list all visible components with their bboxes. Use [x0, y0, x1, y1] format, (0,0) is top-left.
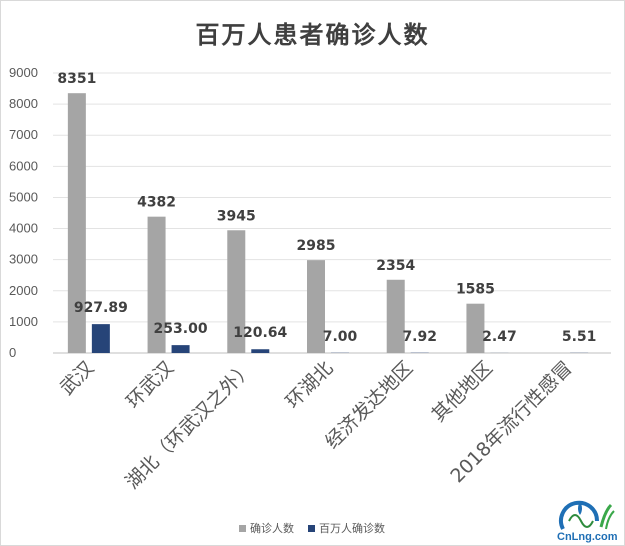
legend-label-per-million: 百万人确诊数: [319, 522, 385, 535]
bar-confirmed: [67, 93, 86, 354]
bar-confirmed: [147, 216, 166, 353]
data-label-confirmed: 2985: [297, 238, 336, 254]
cnlng-logo: CnLng.com: [557, 500, 618, 543]
y-tick-label: 3000: [9, 252, 38, 267]
data-label-per-million: 2.47: [482, 329, 517, 345]
data-label-confirmed: 8351: [57, 71, 96, 87]
legend-label-confirmed: 确诊人数: [250, 522, 294, 535]
legend-swatch-per-million: [308, 524, 315, 532]
x-category-label: 其他地区: [428, 357, 497, 426]
bar-confirmed: [307, 260, 325, 353]
y-tick-label: 7000: [9, 127, 38, 142]
data-label-confirmed: 1585: [456, 282, 495, 298]
data-label-confirmed: 4382: [137, 195, 176, 211]
logo-text: CnLng.com: [557, 531, 618, 543]
x-category-label: 环武汉: [122, 357, 178, 413]
data-label-per-million: 927.89: [74, 300, 128, 316]
data-label-confirmed: 2354: [376, 258, 415, 274]
bar-per-million: [251, 349, 270, 353]
data-label-per-million: 5.51: [562, 329, 597, 345]
legend-swatch-confirmed: [239, 524, 246, 532]
chart-title: 百万人患者确诊人数: [195, 21, 430, 49]
bar-confirmed: [227, 230, 246, 353]
bar-confirmed: [386, 279, 405, 353]
data-label-per-million: 7.92: [402, 329, 437, 345]
data-label-confirmed: 3945: [217, 208, 256, 224]
chart-legend: 确诊人数 百万人确诊数: [239, 520, 385, 536]
y-tick-label: 4000: [9, 221, 38, 236]
data-label-per-million: 120.64: [233, 325, 287, 341]
y-tick-label: 5000: [9, 189, 38, 204]
bar-per-million: [171, 345, 190, 353]
y-tick-label: 2000: [9, 283, 38, 298]
y-tick-label: 0: [9, 345, 16, 360]
y-tick-label: 6000: [9, 158, 38, 173]
data-label-per-million: 7.00: [323, 329, 358, 345]
y-tick-label: 8000: [9, 96, 38, 111]
bar-confirmed: [466, 303, 485, 353]
legend-item-confirmed: 确诊人数: [239, 520, 294, 536]
x-category-label: 武汉: [56, 357, 98, 399]
y-tick-label: 1000: [9, 314, 38, 329]
data-label-per-million: 253.00: [154, 321, 208, 337]
bar-per-million: [91, 324, 110, 353]
y-tick-label: 9000: [9, 65, 38, 80]
legend-item-per-million: 百万人确诊数: [308, 520, 385, 536]
x-category-label: 环湖北: [282, 357, 338, 413]
logo-mark: [559, 500, 615, 530]
